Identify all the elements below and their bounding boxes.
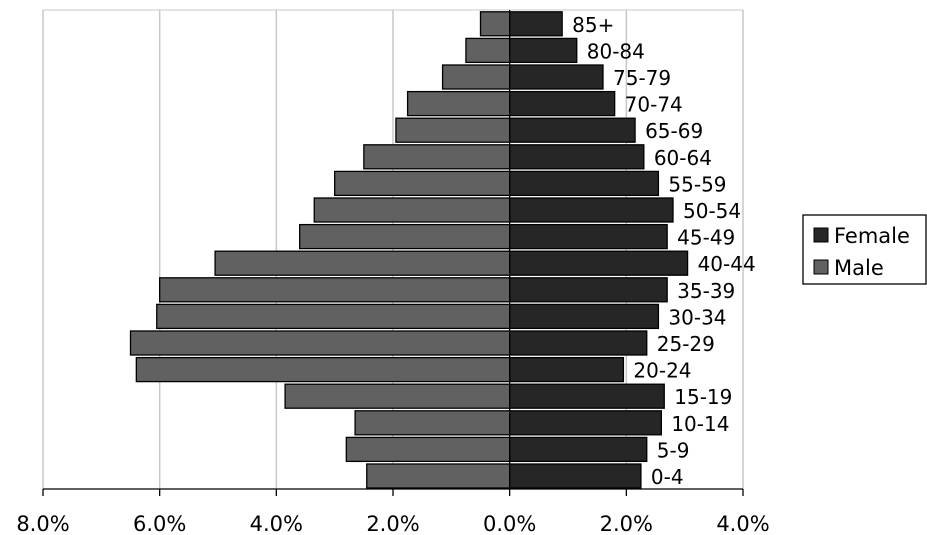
category-label-5-9: 5-9 [657, 438, 690, 462]
bar-female-80-84 [509, 37, 578, 64]
bar-female-50-54 [509, 197, 674, 223]
bar-female-10-14 [509, 410, 662, 436]
category-label-10-14: 10-14 [671, 412, 729, 436]
bar-female-65-69 [509, 117, 636, 143]
category-label-45-49: 45-49 [677, 226, 735, 250]
bar-female-25-29 [509, 330, 648, 356]
category-label-40-44: 40-44 [698, 252, 756, 276]
category-label-80-84: 80-84 [587, 39, 645, 63]
bar-female-15-19 [509, 383, 665, 409]
category-label-35-39: 35-39 [677, 279, 735, 303]
bar-female-60-64 [509, 144, 645, 170]
x-tick-label-1: 6.0% [133, 512, 186, 535]
x-axis: 8.0% 6.0% 4.0% 2.0% 0.0% 2.0% 4.0% [16, 10, 770, 535]
bar-male-85+ [479, 11, 511, 37]
bar-female-0-4 [509, 463, 642, 489]
bar-female-5-9 [509, 436, 648, 463]
bar-male-75-79 [441, 64, 511, 90]
legend-label-male: Male [834, 256, 884, 280]
bar-male-30-34 [156, 303, 511, 330]
x-tick-label-5: 2.0% [600, 512, 653, 535]
category-label-55-59: 55-59 [668, 172, 726, 196]
bar-male-5-9 [345, 436, 511, 463]
bar-male-60-64 [363, 144, 511, 170]
category-label-70-74: 70-74 [625, 93, 683, 117]
bar-male-0-4 [366, 463, 511, 489]
x-tick-label-6: 4.0% [716, 512, 769, 535]
bar-male-55-59 [334, 170, 511, 197]
bar-male-50-54 [313, 197, 511, 223]
bar-female-20-24 [509, 356, 625, 383]
bar-female-45-49 [509, 223, 668, 250]
category-label-15-19: 15-19 [674, 385, 732, 409]
legend-label-female: Female [834, 224, 910, 248]
category-label-25-29: 25-29 [657, 332, 715, 356]
bar-female-30-34 [509, 303, 660, 330]
bar-female-75-79 [509, 64, 604, 90]
legend-swatch-female [813, 227, 829, 243]
category-label-75-79: 75-79 [613, 66, 671, 90]
bars [129, 11, 689, 489]
bar-female-55-59 [509, 170, 660, 197]
x-tick-label-2: 4.0% [250, 512, 303, 535]
category-label-0-4: 0-4 [651, 465, 684, 489]
bar-male-40-44 [214, 250, 511, 276]
gridlines [42, 9, 744, 489]
bar-female-70-74 [509, 90, 616, 117]
legend: Female Male [802, 214, 927, 285]
bar-male-15-19 [284, 383, 511, 409]
category-label-30-34: 30-34 [668, 305, 726, 329]
category-label-60-64: 60-64 [654, 146, 712, 170]
bar-female-85+ [509, 11, 563, 37]
bar-male-25-29 [129, 330, 511, 356]
x-tick-label-3: 2.0% [366, 512, 419, 535]
category-label-65-69: 65-69 [645, 119, 703, 143]
bar-male-80-84 [465, 37, 511, 64]
bar-female-35-39 [509, 277, 668, 303]
x-tick-label-4: 0.0% [483, 512, 536, 535]
category-label-85+: 85+ [572, 13, 614, 37]
bar-female-40-44 [509, 250, 689, 276]
bar-male-35-39 [159, 277, 511, 303]
x-tick-label-0: 8.0% [16, 512, 69, 535]
bar-male-10-14 [354, 410, 511, 436]
bar-male-70-74 [406, 90, 511, 117]
bar-male-65-69 [395, 117, 511, 143]
bar-male-45-49 [299, 223, 511, 250]
category-label-20-24: 20-24 [633, 359, 691, 383]
legend-swatch-male [813, 259, 829, 275]
bar-male-20-24 [135, 356, 511, 383]
category-label-50-54: 50-54 [683, 199, 741, 223]
